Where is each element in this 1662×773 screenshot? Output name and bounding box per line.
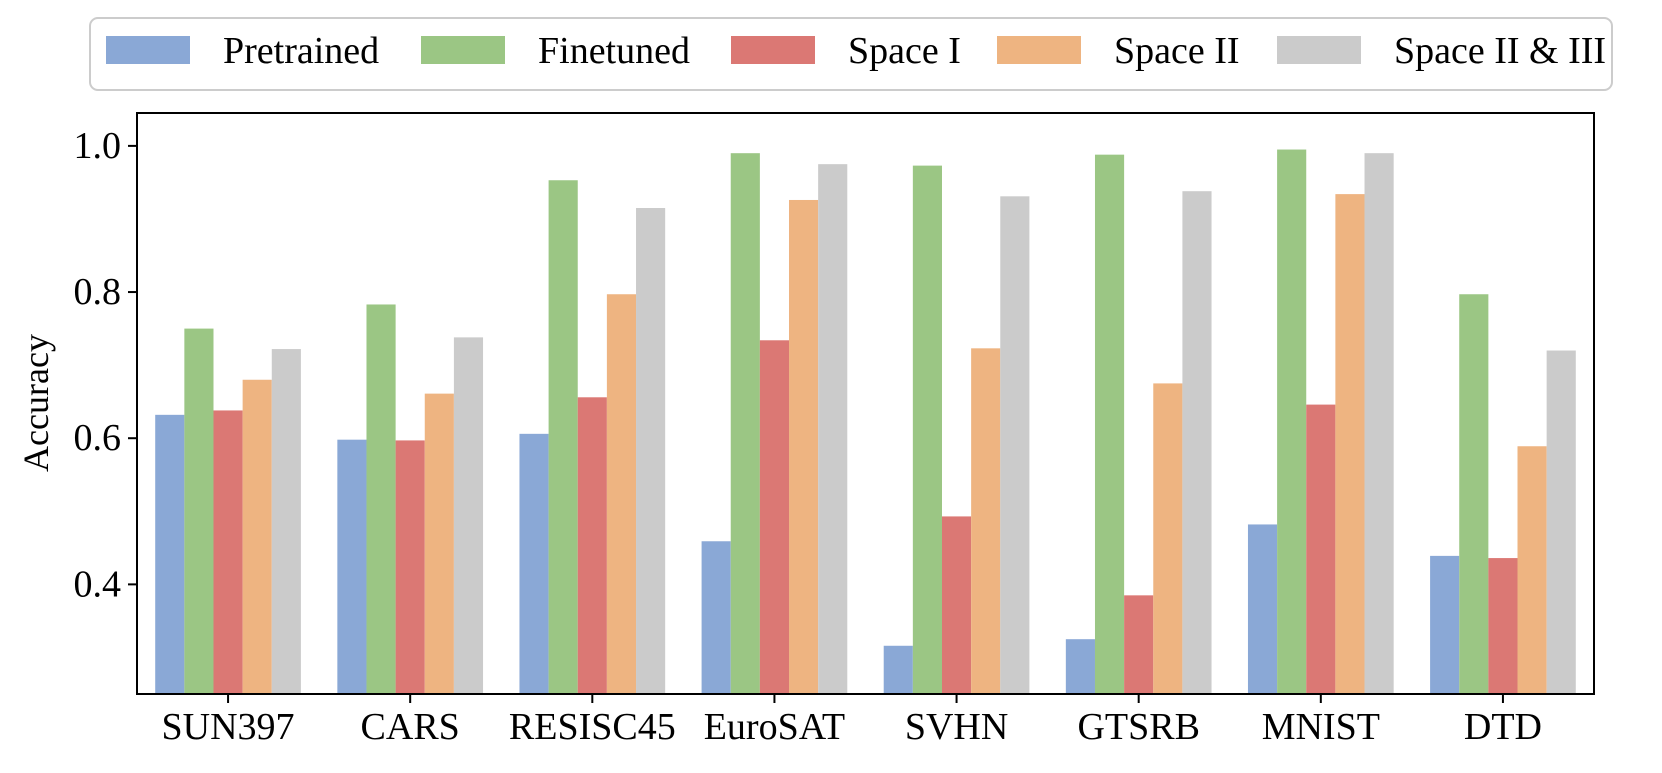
bar-gtsrb-space-ii <box>1153 383 1183 694</box>
x-tick-label-gtsrb: GTSRB <box>1077 706 1199 748</box>
bar-eurosat-space-ii-and-iii <box>818 164 848 694</box>
y-axis-label: Accuracy <box>16 334 56 472</box>
y-tick-label: 0.4 <box>74 563 122 605</box>
bar-eurosat-pretrained <box>701 541 731 694</box>
bar-mnist-finetuned <box>1277 149 1307 695</box>
legend-label-space-i: Space I <box>848 30 961 72</box>
bar-svhn-space-ii-and-iii <box>1000 196 1030 694</box>
bar-mnist-space-ii <box>1335 194 1365 694</box>
bar-resisc45-finetuned <box>548 180 578 695</box>
x-axis: SUN397 CARS RESISC45 EuroSAT SVHN GTSRB MNIST D… <box>162 694 1542 748</box>
bar-sun397-space-ii <box>242 379 272 694</box>
x-tick-label-eurosat: EuroSAT <box>704 706 845 748</box>
bar-eurosat-space-ii <box>789 199 819 694</box>
bar-resisc45-space-ii-and-iii <box>636 208 666 694</box>
bar-sun397-finetuned <box>184 328 214 694</box>
bar-gtsrb-space-ii-and-iii <box>1182 191 1212 694</box>
legend-swatch-space-i <box>731 36 815 64</box>
bar-svhn-space-ii <box>971 348 1001 694</box>
bar-cars-space-ii-and-iii <box>453 337 484 694</box>
bar-resisc45-space-i <box>577 397 607 694</box>
bar-sun397-space-i <box>213 410 243 694</box>
bars <box>155 149 1576 695</box>
bar-eurosat-finetuned <box>730 153 760 694</box>
plot-frame <box>136 112 1595 695</box>
bar-dtd-finetuned <box>1459 294 1489 694</box>
bar-mnist-pretrained <box>1247 524 1278 694</box>
bar-dtd-space-ii-and-iii <box>1546 350 1576 694</box>
bar-svhn-pretrained <box>883 645 913 694</box>
bar-gtsrb-pretrained <box>1065 639 1095 694</box>
bar-dtd-space-i <box>1488 558 1518 694</box>
x-tick-label-mnist: MNIST <box>1262 706 1380 748</box>
bar-gtsrb-finetuned <box>1094 154 1125 694</box>
bar-dtd-space-ii <box>1517 446 1547 694</box>
bar-gtsrb-space-i <box>1124 595 1154 694</box>
bar-svhn-space-i <box>941 516 972 694</box>
y-axis: 0.4 0.6 0.8 1.0 <box>74 125 137 605</box>
y-tick-label: 0.8 <box>74 271 122 313</box>
x-tick-label-dtd: DTD <box>1464 706 1542 748</box>
legend-swatch-space-ii-and-iii <box>1277 36 1361 64</box>
bar-cars-space-ii <box>424 393 454 694</box>
bar-sun397-space-ii-and-iii <box>271 349 301 694</box>
x-tick-label-svhn: SVHN <box>905 706 1008 748</box>
legend-label-pretrained: Pretrained <box>223 30 379 72</box>
bar-cars-finetuned <box>366 304 396 694</box>
legend: Pretrained Finetuned Space I Space II Space … <box>89 17 1613 91</box>
bar-mnist-space-ii-and-iii <box>1364 153 1394 694</box>
x-tick-label-resisc45: RESISC45 <box>509 706 676 748</box>
legend-swatch-pretrained <box>106 36 190 64</box>
x-tick-label-sun397: SUN397 <box>162 706 295 748</box>
bar-svhn-finetuned <box>912 165 942 694</box>
legend-swatch-finetuned <box>421 36 505 64</box>
y-tick-label: 0.6 <box>74 417 122 459</box>
bar-cars-pretrained <box>337 439 367 694</box>
legend-label-space-ii-and-iii: Space II & III <box>1394 30 1606 72</box>
x-tick-label-cars: CARS <box>361 706 460 748</box>
legend-swatch-space-ii <box>997 36 1081 64</box>
bar-eurosat-space-i <box>759 340 790 694</box>
bar-resisc45-pretrained <box>519 433 549 694</box>
y-tick-label: 1.0 <box>74 125 122 167</box>
bar-sun397-pretrained <box>155 414 185 694</box>
legend-label-finetuned: Finetuned <box>538 30 690 72</box>
bar-resisc45-space-ii <box>606 294 637 694</box>
bar-mnist-space-i <box>1306 404 1336 694</box>
bar-cars-space-i <box>395 440 425 694</box>
legend-label-space-ii: Space II <box>1114 30 1240 72</box>
bar-dtd-pretrained <box>1430 555 1460 694</box>
